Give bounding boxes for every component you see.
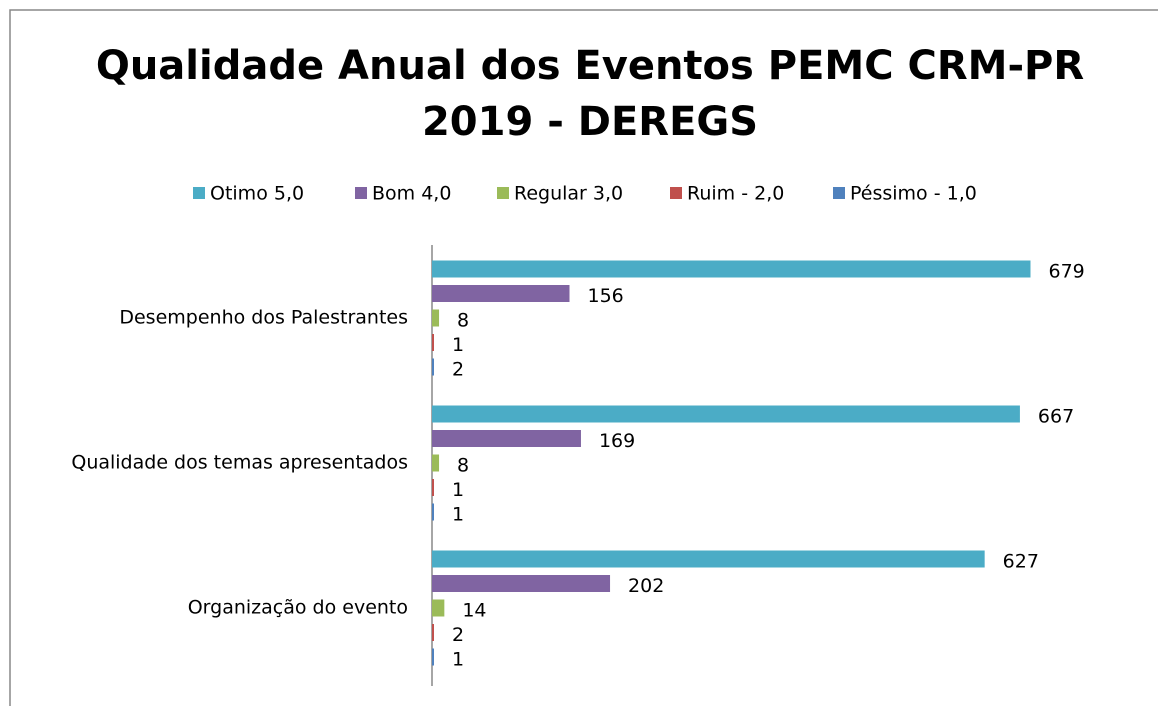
data-label: 169	[599, 430, 635, 452]
bar	[432, 648, 434, 666]
legend-swatch	[497, 187, 509, 199]
data-label: 2	[452, 624, 464, 646]
bar	[432, 285, 570, 302]
legend-label: Bom 4,0	[372, 183, 451, 205]
data-label: 1	[452, 504, 464, 526]
bar	[432, 430, 581, 447]
bar	[432, 358, 434, 376]
bar	[432, 309, 440, 327]
legend-swatch	[193, 187, 205, 199]
bar	[432, 624, 434, 641]
legend-swatch	[670, 187, 682, 199]
data-label: 627	[1003, 551, 1039, 573]
bar	[432, 454, 440, 472]
y-tick-label: Desempenho dos Palestrantes	[119, 307, 408, 329]
bar	[432, 260, 1031, 278]
bar	[432, 550, 985, 568]
legend-swatch	[833, 187, 845, 199]
bar	[432, 479, 434, 496]
bar	[432, 334, 434, 351]
bar	[432, 503, 434, 521]
chart-title: Qualidade Anual dos Eventos PEMC CRM-PR	[96, 43, 1084, 89]
legend-label: Regular 3,0	[514, 183, 623, 205]
data-label: 156	[588, 285, 624, 307]
data-label: 202	[628, 575, 664, 597]
legend-label: Ruim - 2,0	[687, 183, 784, 205]
data-label: 1	[452, 479, 464, 501]
data-label: 8	[457, 310, 469, 332]
bar	[432, 405, 1020, 423]
chart-title: 2019 - DEREGS	[422, 99, 758, 145]
y-tick-label: Organização do evento	[188, 597, 408, 619]
data-label: 2	[452, 359, 464, 381]
data-label: 14	[462, 600, 486, 622]
legend-label: Péssimo - 1,0	[850, 183, 977, 205]
y-tick-label: Qualidade dos temas apresentados	[71, 452, 408, 474]
data-label: 679	[1048, 261, 1084, 283]
data-label: 1	[452, 334, 464, 356]
data-label: 667	[1038, 406, 1074, 428]
legend-label: Otimo 5,0	[210, 183, 304, 205]
data-label: 8	[457, 455, 469, 477]
legend-swatch	[355, 187, 367, 199]
bar	[432, 599, 445, 617]
bar	[432, 575, 611, 592]
data-label: 1	[452, 649, 464, 671]
